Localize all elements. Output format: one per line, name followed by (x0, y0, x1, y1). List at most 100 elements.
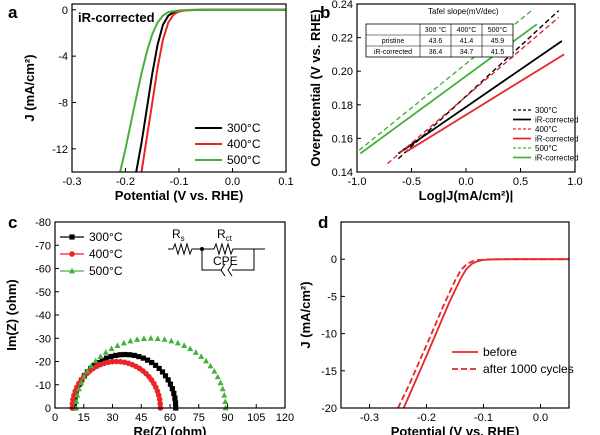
legend-label: 500°C (535, 144, 558, 153)
data-point (159, 369, 166, 375)
legend-marker (69, 267, 75, 274)
y-tick-label: 0 (62, 5, 68, 17)
panel-letter: c (8, 213, 17, 232)
data-point (211, 368, 218, 374)
plot-frame (340, 221, 570, 409)
data-point (198, 353, 205, 359)
panel-b: -1.0 -0.5 0.0 0.5 1.0 0.14 0.16 0.18 0.20 0.22 0.2… (308, 0, 583, 203)
data-point (157, 400, 164, 407)
x-tick-label: 0.0 (533, 412, 548, 424)
series-line (387, 16, 560, 165)
x-tick-label: 0.1 (278, 176, 293, 188)
x-tick-label: -0.3 (360, 412, 379, 424)
table-cell: iR-corrected (374, 49, 412, 56)
data-point (113, 358, 120, 365)
table-title: Tafel slope(mV/dec) (428, 7, 499, 16)
x-axis-label: Potential (V vs. RHE) (391, 424, 520, 435)
x-tick-label: 30 (106, 412, 118, 424)
data-point (97, 353, 104, 359)
data-point (109, 358, 116, 365)
data-point (174, 339, 181, 346)
data-point (149, 359, 155, 366)
x-tick-label: -0.2 (116, 176, 135, 188)
x-tick-label: 1.0 (567, 176, 582, 188)
y-tick-label: -40 (35, 310, 51, 322)
data-point (172, 400, 179, 406)
table-frame (365, 23, 514, 58)
panel-c: 0 15 30 45 60 75 90 105 120 0 -10 -20 -30 -40 -50 -60 -7… (4, 213, 294, 435)
x-tick-label: -0.2 (417, 412, 436, 424)
legend-label: iR-corrected (535, 116, 579, 125)
legend-marker (69, 251, 75, 257)
legend-label: before (483, 345, 517, 359)
legend-label: 300°C (535, 106, 558, 115)
x-tick-label: 15 (78, 412, 90, 424)
series-line (119, 8, 286, 172)
table-cell: 43.6 (429, 38, 443, 45)
x-tick-label: -0.5 (402, 176, 421, 188)
series-line (135, 8, 286, 172)
series-line (397, 40, 563, 155)
data-point (156, 396, 163, 403)
data-point (117, 352, 123, 358)
data-point (127, 337, 134, 344)
legend-label: iR-corrected (535, 135, 579, 144)
table-cell: 36.4 (429, 49, 443, 56)
y-axis-label: Im(Z) (ohm) (4, 279, 19, 350)
x-tick-label: 45 (135, 412, 147, 424)
x-tick-label: 120 (276, 412, 294, 424)
data-point (171, 390, 177, 396)
cpe-element-icon (220, 263, 233, 277)
data-point (140, 355, 146, 361)
legend-label: 400°C (89, 247, 123, 261)
series-line (397, 10, 560, 160)
y-tick-label: -60 (35, 264, 51, 276)
data-point (155, 392, 162, 399)
y-tick-label: 0.18 (332, 100, 353, 112)
y-tick-label: -5 (327, 291, 337, 303)
data-point (203, 357, 210, 364)
panel-letter: a (8, 3, 18, 22)
series-line (397, 258, 569, 409)
data-point (69, 400, 76, 407)
annotation-ir-corrected: iR-corrected (78, 10, 155, 25)
y-tick-label: -10 (35, 380, 51, 392)
legend-label: 400°C (227, 137, 261, 151)
rct-resistor-icon (202, 242, 254, 256)
y-tick-label: -15 (321, 366, 337, 378)
data-point (156, 365, 162, 372)
data-point (113, 352, 119, 359)
y-tick-label: -12 (52, 144, 68, 156)
data-point (222, 398, 229, 404)
series-line (140, 8, 286, 172)
y-tick-label: -20 (321, 403, 337, 415)
data-point (221, 391, 228, 398)
y-tick-label: -50 (35, 287, 51, 299)
data-point (102, 349, 109, 355)
data-point (74, 391, 81, 398)
table-cell: 41.5 (491, 49, 505, 56)
x-tick-label: 105 (247, 412, 265, 424)
data-point (168, 337, 175, 344)
legend-label: 300°C (89, 230, 123, 244)
y-tick-label: 0.24 (332, 0, 353, 11)
data-point (214, 373, 221, 380)
circuit-label-rct: Rct (217, 227, 233, 243)
legend-label: 500°C (227, 153, 261, 167)
data-point (207, 362, 214, 369)
x-tick-label: -0.1 (170, 176, 189, 188)
x-tick-label: 0 (52, 412, 58, 424)
x-tick-label: -0.1 (474, 412, 493, 424)
x-tick-label: 60 (164, 412, 176, 424)
table-header: 400°C (457, 26, 477, 34)
data-point (154, 335, 161, 341)
data-point (122, 351, 128, 358)
table-header: 300 °C (425, 26, 446, 34)
x-tick-label: 0.5 (513, 176, 528, 188)
x-tick-label: -1.0 (348, 176, 367, 188)
data-point (84, 368, 91, 374)
data-point (114, 342, 121, 348)
data-point (75, 385, 82, 392)
y-tick-label: 0.20 (332, 66, 353, 78)
